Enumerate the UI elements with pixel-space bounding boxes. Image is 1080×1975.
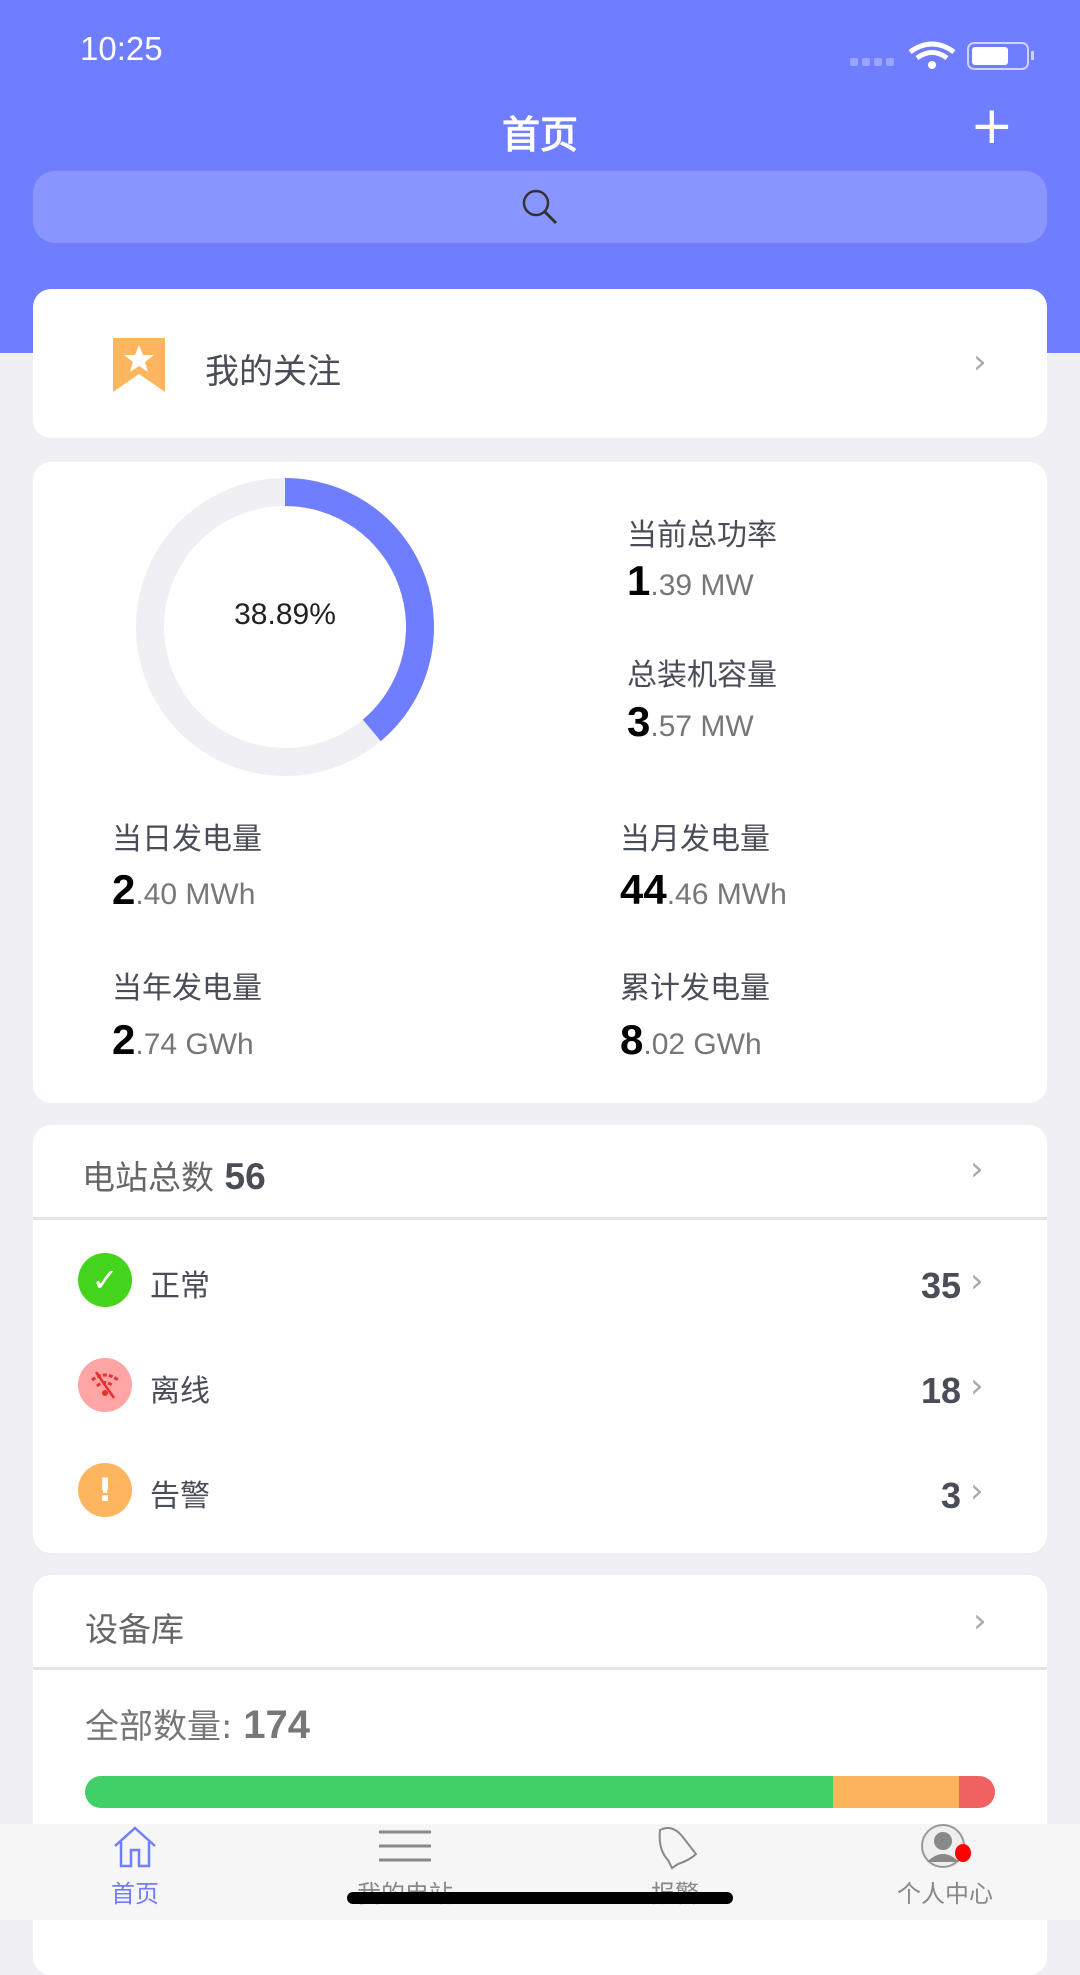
chevron-right-icon: › — [970, 1149, 984, 1189]
home-icon — [114, 1826, 156, 1868]
yearly-energy-label: 当年发电量 — [112, 971, 262, 1006]
search-icon — [522, 189, 558, 225]
power-ratio-label: 38.89% — [234, 598, 336, 631]
current-power-label: 当前总功率 — [627, 518, 777, 553]
capacity-label: 总装机容量 — [627, 658, 777, 693]
value-rest: .57 MW — [650, 710, 754, 743]
wifi-off-icon — [78, 1358, 132, 1412]
row-count: 35 — [920, 1265, 961, 1306]
value-rest: .46 MWh — [666, 878, 787, 911]
tab-alarms[interactable]: 报警 — [575, 1824, 775, 1908]
current-power-value: 1.39 MW — [627, 557, 754, 605]
count-label: 全部数量: — [85, 1707, 233, 1747]
check-circle-icon: ✓ — [78, 1253, 132, 1307]
tab-label: 个人中心 — [897, 1880, 993, 1908]
row-count: 3 — [940, 1475, 961, 1516]
divider — [33, 1667, 1047, 1670]
value-int: 1 — [627, 557, 651, 604]
list-icon — [379, 1830, 431, 1862]
search-bar[interactable] — [33, 171, 1047, 243]
tab-label: 首页 — [111, 1880, 159, 1908]
monthly-energy-value: 44.46 MWh — [620, 866, 787, 914]
total-energy-value: 8.02 GWh — [620, 1016, 762, 1064]
capacity-value: 3.57 MW — [627, 698, 754, 746]
device-bar-segment — [833, 1776, 959, 1808]
station-row-alarm[interactable]: ! 告警 3 › — [33, 1463, 1047, 1523]
chevron-right-icon: › — [970, 1366, 984, 1406]
devices-count: 全部数量: 174 — [85, 1699, 310, 1748]
value-rest: .39 MW — [650, 569, 754, 602]
signal-wifi-battery-icon — [850, 41, 1034, 70]
favorites-card[interactable]: 我的关注 › — [33, 289, 1047, 438]
count-value: 174 — [243, 1703, 311, 1747]
plus-icon: + — [970, 96, 1014, 156]
power-card: 38.89% 当前总功率 1.39 MW 总装机容量 3.57 MW 当日发电量… — [33, 462, 1047, 1103]
yearly-energy-value: 2.74 GWh — [112, 1016, 254, 1064]
stations-card: 电站总数 56 › ✓ 正常 35 › 离线 18 › ! 告警 3 › — [33, 1125, 1047, 1553]
value-int: 8 — [620, 1016, 644, 1063]
add-button[interactable]: + — [970, 96, 1014, 156]
chevron-right-icon: › — [970, 1261, 984, 1301]
station-row-normal[interactable]: ✓ 正常 35 › — [33, 1253, 1047, 1313]
value-rest: .40 MWh — [135, 878, 256, 911]
user-icon — [921, 1824, 971, 1868]
devices-title: 设备库 — [85, 1610, 184, 1649]
exclamation-circle-icon: ! — [78, 1463, 132, 1517]
home-indicator — [347, 1892, 733, 1904]
value-rest: .74 GWh — [135, 1028, 254, 1061]
row-label: 离线 — [150, 1374, 210, 1409]
value-int: 44 — [620, 866, 667, 913]
page-title: 首页 — [501, 113, 578, 157]
station-row-offline[interactable]: 离线 18 › — [33, 1358, 1047, 1418]
daily-energy-value: 2.40 MWh — [112, 866, 255, 914]
chevron-right-icon: › — [973, 342, 987, 382]
tab-profile[interactable]: 个人中心 — [845, 1824, 1045, 1908]
device-bar-segment — [958, 1776, 995, 1808]
row-count: 18 — [920, 1370, 961, 1411]
bell-icon — [658, 1827, 698, 1870]
chevron-right-icon: › — [970, 1471, 984, 1511]
devices-header-row[interactable]: 设备库 › — [33, 1575, 1047, 1667]
device-status-bar — [85, 1776, 995, 1808]
value-int: 3 — [627, 698, 651, 745]
donut-fill-arc — [284, 478, 434, 742]
monthly-energy-label: 当月发电量 — [620, 822, 770, 857]
row-label: 正常 — [150, 1269, 210, 1304]
stations-title: 电站总数 56 — [82, 1151, 266, 1199]
power-ratio-donut — [136, 478, 434, 776]
row-label: 告警 — [150, 1479, 210, 1514]
value-rest: .02 GWh — [643, 1028, 762, 1061]
device-bar-segment — [85, 1776, 834, 1808]
value-int: 2 — [112, 866, 136, 913]
stations-title-text: 电站总数 — [82, 1158, 214, 1197]
bookmark-star-icon — [113, 338, 165, 392]
stations-total-row[interactable]: 电站总数 56 › — [33, 1125, 1047, 1217]
tab-bar: 首页 我的电站 报警 个人中心 — [0, 1824, 1080, 1920]
stations-total: 56 — [224, 1156, 266, 1197]
daily-energy-label: 当日发电量 — [112, 822, 262, 857]
divider — [33, 1217, 1047, 1220]
value-int: 2 — [112, 1016, 136, 1063]
chevron-right-icon: › — [973, 1601, 987, 1641]
total-energy-label: 累计发电量 — [620, 971, 770, 1006]
status-icons — [850, 40, 1040, 70]
tab-my-stations[interactable]: 我的电站 — [305, 1824, 505, 1908]
favorites-label: 我的关注 — [205, 352, 341, 392]
status-time: 10:25 — [80, 30, 163, 67]
tab-home[interactable]: 首页 — [35, 1824, 235, 1908]
